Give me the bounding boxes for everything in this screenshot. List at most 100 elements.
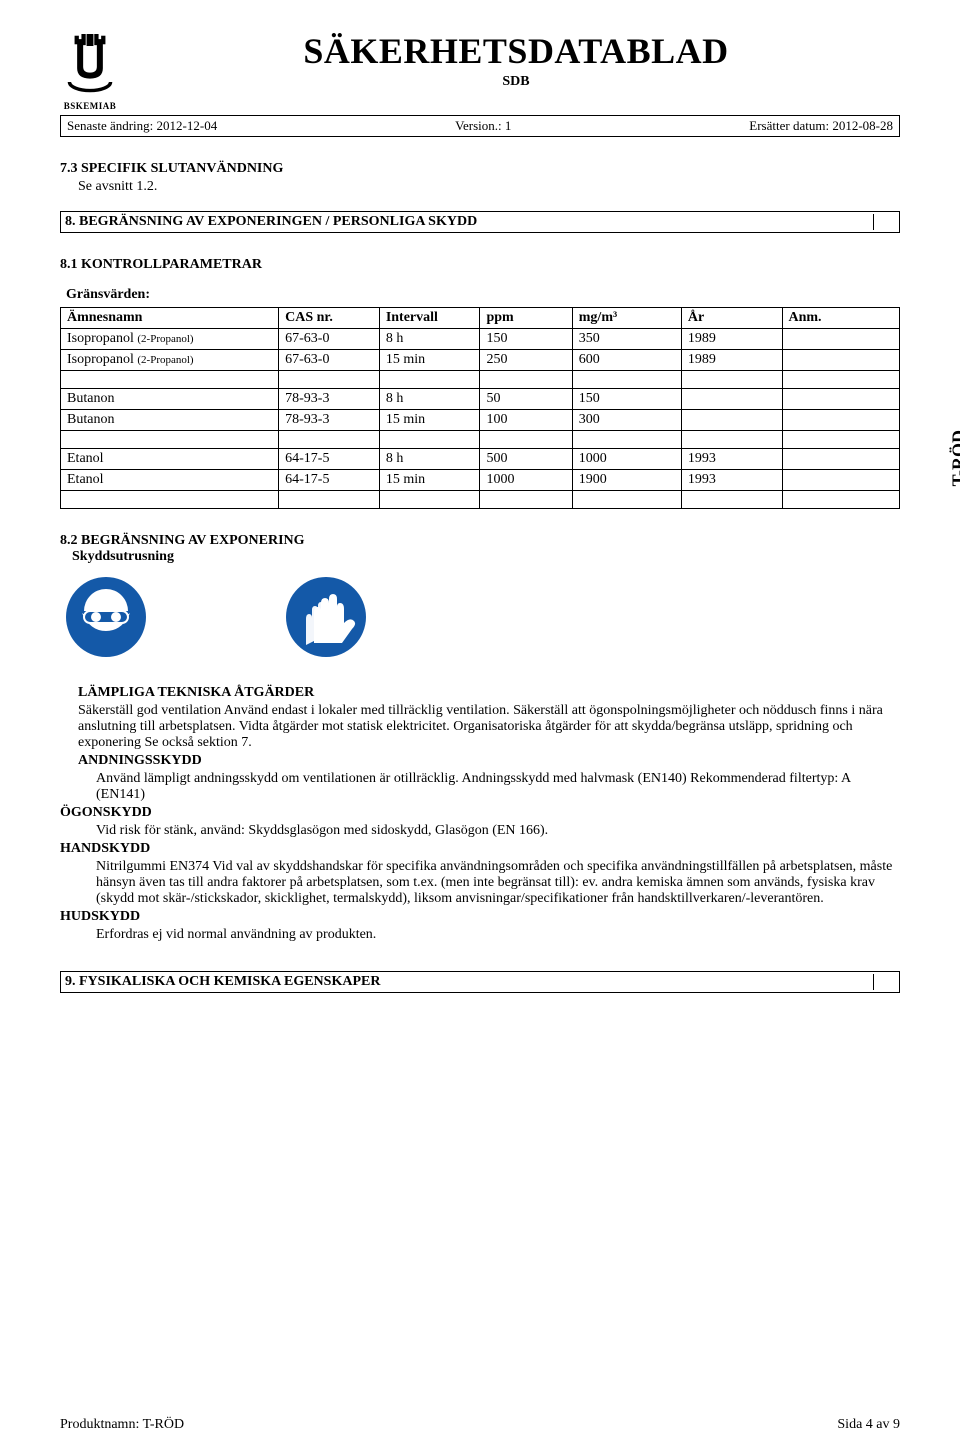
meta-bar: Senaste ändring: 2012-12-04 Version.: 1 … xyxy=(60,115,900,137)
table-cell: 150 xyxy=(480,329,572,350)
table-cell: Etanol xyxy=(61,449,279,470)
table-row xyxy=(61,431,900,449)
table-cell xyxy=(681,410,782,431)
section-7-3-body: Se avsnitt 1.2. xyxy=(60,179,900,195)
section-8-heading-box: 8. BEGRÄNSNING AV EXPONERINGEN / PERSONL… xyxy=(60,211,900,233)
table-cell xyxy=(681,491,782,509)
table-cell: Butanon xyxy=(61,410,279,431)
table-cell: 67-63-0 xyxy=(279,329,380,350)
table-header: mg/m³ xyxy=(572,308,681,329)
table-cell: 64-17-5 xyxy=(279,470,380,491)
table-row: Butanon78-93-315 min100300 xyxy=(61,410,900,431)
table-cell: 8 h xyxy=(379,449,480,470)
table-cell: 64-17-5 xyxy=(279,449,380,470)
table-cell: Isopropanol (2-Propanol) xyxy=(61,329,279,350)
table-row: Etanol64-17-515 min100019001993 xyxy=(61,470,900,491)
page-footer: Produktnamn: T-RÖD Sida 4 av 9 xyxy=(60,1417,900,1433)
limits-label: Gränsvärden: xyxy=(60,287,900,303)
table-cell xyxy=(681,371,782,389)
table-cell xyxy=(782,371,900,389)
table-cell: 100 xyxy=(480,410,572,431)
table-cell xyxy=(782,329,900,350)
resp-heading: ANDNINGSSKYDD xyxy=(60,753,900,769)
table-cell xyxy=(572,371,681,389)
table-cell xyxy=(61,371,279,389)
table-cell: 67-63-0 xyxy=(279,350,380,371)
title-block: SÄKERHETSDATABLAD SDB xyxy=(132,30,900,90)
section-9-heading-box: 9. FYSIKALISKA OCH KEMISKA EGENSKAPER xyxy=(60,971,900,993)
table-cell: 1989 xyxy=(681,329,782,350)
company-logo: BSKEMIAB xyxy=(60,30,120,111)
main-title: SÄKERHETSDATABLAD xyxy=(132,30,900,72)
table-cell: 78-93-3 xyxy=(279,410,380,431)
table-header: Intervall xyxy=(379,308,480,329)
table-row: Butanon78-93-38 h50150 xyxy=(61,389,900,410)
meta-right: Ersätter datum: 2012-08-28 xyxy=(749,118,893,134)
table-header: ppm xyxy=(480,308,572,329)
meta-mid: Version.: 1 xyxy=(455,118,511,134)
table-cell xyxy=(379,371,480,389)
table-cell: Etanol xyxy=(61,470,279,491)
limits-table: ÄmnesnamnCAS nr.Intervallppmmg/m³ÅrAnm. … xyxy=(60,307,900,509)
meta-left: Senaste ändring: 2012-12-04 xyxy=(67,118,217,134)
table-cell: 600 xyxy=(572,350,681,371)
table-cell: 8 h xyxy=(379,329,480,350)
table-cell: 1989 xyxy=(681,350,782,371)
table-cell xyxy=(782,410,900,431)
table-cell xyxy=(279,371,380,389)
table-cell xyxy=(681,431,782,449)
table-cell xyxy=(480,371,572,389)
table-cell: 1000 xyxy=(572,449,681,470)
table-cell: 15 min xyxy=(379,350,480,371)
table-cell xyxy=(480,431,572,449)
tech-measures-heading: LÄMPLIGA TEKNISKA ÅTGÄRDER xyxy=(60,685,900,701)
side-product-label: T-RÖD xyxy=(948,430,960,486)
table-cell: 250 xyxy=(480,350,572,371)
footer-left: Produktnamn: T-RÖD xyxy=(60,1417,184,1433)
table-row: Etanol64-17-58 h50010001993 xyxy=(61,449,900,470)
table-cell xyxy=(782,389,900,410)
section-8-2-heading: 8.2 BEGRÄNSNING AV EXPONERING xyxy=(60,533,900,549)
hand-heading: HANDSKYDD xyxy=(60,841,900,857)
table-cell: 150 xyxy=(572,389,681,410)
table-cell xyxy=(279,491,380,509)
hand-body: Nitrilgummi EN374 Vid val av skyddshands… xyxy=(60,859,900,907)
table-cell: 50 xyxy=(480,389,572,410)
heading-flag xyxy=(873,214,895,230)
table-cell xyxy=(681,389,782,410)
table-header: År xyxy=(681,308,782,329)
resp-body: Använd lämpligt andningsskydd om ventila… xyxy=(60,771,900,803)
table-cell xyxy=(279,431,380,449)
section-8-1-heading: 8.1 KONTROLLPARAMETRAR xyxy=(60,257,900,273)
table-cell: 1900 xyxy=(572,470,681,491)
gloves-icon xyxy=(286,577,366,657)
table-cell xyxy=(782,470,900,491)
heading-flag xyxy=(873,974,895,990)
table-cell: 500 xyxy=(480,449,572,470)
table-cell xyxy=(379,491,480,509)
table-row xyxy=(61,491,900,509)
eye-body: Vid risk för stänk, använd: Skyddsglasög… xyxy=(60,823,900,839)
ppe-icons xyxy=(66,577,900,657)
table-row: Isopropanol (2-Propanol)67-63-015 min250… xyxy=(61,350,900,371)
table-cell: 350 xyxy=(572,329,681,350)
table-cell: 15 min xyxy=(379,470,480,491)
logo-text: BSKEMIAB xyxy=(60,101,120,111)
table-cell xyxy=(379,431,480,449)
footer-right: Sida 4 av 9 xyxy=(837,1417,900,1433)
tech-measures-body: Säkerställ god ventilation Använd endast… xyxy=(60,703,900,751)
goggles-icon xyxy=(66,577,146,657)
table-cell xyxy=(480,491,572,509)
table-cell: 1993 xyxy=(681,470,782,491)
table-cell: 1000 xyxy=(480,470,572,491)
section-8-2-sub: Skyddsutrusning xyxy=(60,549,900,565)
table-cell xyxy=(572,431,681,449)
section-7-3-heading: 7.3 SPECIFIK SLUTANVÄNDNING xyxy=(60,161,900,177)
table-cell: 1993 xyxy=(681,449,782,470)
skin-heading: HUDSKYDD xyxy=(60,909,900,925)
table-cell xyxy=(572,491,681,509)
table-cell xyxy=(782,431,900,449)
table-cell: 8 h xyxy=(379,389,480,410)
section-9-heading: 9. FYSIKALISKA OCH KEMISKA EGENSKAPER xyxy=(65,974,380,990)
table-cell xyxy=(782,449,900,470)
